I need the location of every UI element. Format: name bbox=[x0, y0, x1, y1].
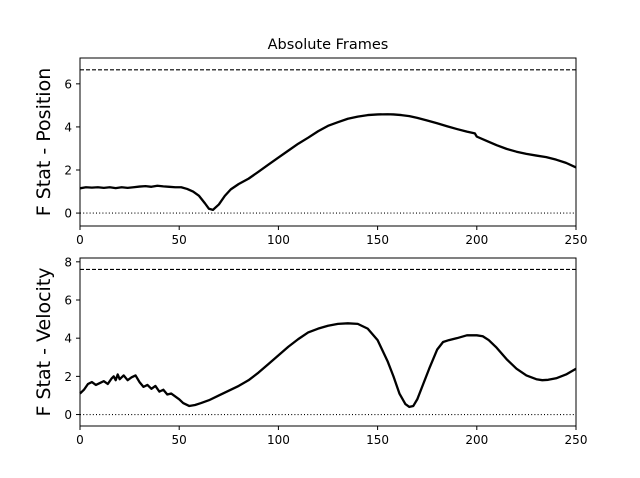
position-x-tick-label: 150 bbox=[366, 233, 389, 247]
velocity-plot-frame bbox=[79, 257, 577, 427]
position-panel: 0 50 100 150 200 250 0 2 4 6 F Stat - Position bbox=[33, 57, 588, 247]
position-y-tick-label: 4 bbox=[64, 120, 72, 134]
position-f-stat-line bbox=[79, 113, 577, 211]
velocity-y-axis-label: F Stat - Velocity bbox=[33, 267, 55, 416]
position-x-tick-label: 200 bbox=[465, 233, 488, 247]
position-y-tick-label: 2 bbox=[64, 164, 72, 178]
position-y-tick-label: 0 bbox=[64, 207, 72, 221]
position-x-tick-label: 50 bbox=[172, 233, 187, 247]
velocity-y-tick-label: 8 bbox=[64, 255, 72, 269]
velocity-f-stat-line bbox=[79, 322, 577, 409]
position-y-axis-label: F Stat - Position bbox=[33, 68, 55, 216]
position-y-tick-label: 6 bbox=[64, 77, 72, 91]
position-x-tick-label: 250 bbox=[565, 233, 588, 247]
velocity-x-tick-label: 50 bbox=[172, 433, 187, 447]
position-x-tick-label: 100 bbox=[267, 233, 290, 247]
chart-title: Absolute Frames bbox=[268, 37, 389, 53]
velocity-x-tick-label: 200 bbox=[465, 433, 488, 447]
velocity-y-tick-label: 6 bbox=[64, 294, 72, 308]
velocity-y-tick-label: 0 bbox=[64, 408, 72, 422]
velocity-x-tick-label: 150 bbox=[366, 433, 389, 447]
position-plot-frame bbox=[79, 57, 577, 227]
velocity-x-tick-label: 100 bbox=[267, 433, 290, 447]
velocity-panel: 0 50 100 150 200 250 0 2 4 6 8 F Stat - Velocity bbox=[33, 255, 587, 447]
position-x-tick-label: 0 bbox=[76, 233, 84, 247]
velocity-x-tick-label: 0 bbox=[76, 433, 84, 447]
velocity-x-tick-label: 250 bbox=[565, 433, 588, 447]
velocity-y-tick-label: 4 bbox=[64, 332, 72, 346]
velocity-y-tick-label: 2 bbox=[64, 370, 72, 384]
